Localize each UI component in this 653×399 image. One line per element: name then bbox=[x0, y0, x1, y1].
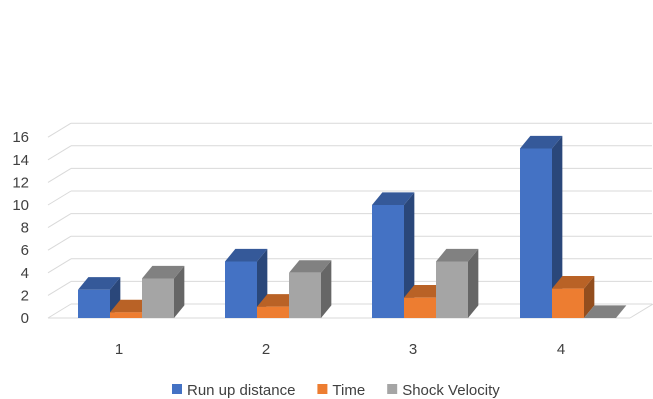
gridline-side-14 bbox=[47, 145, 72, 161]
bar-run-up-distance-3 bbox=[372, 192, 415, 318]
bar-top bbox=[257, 294, 300, 307]
bar-top bbox=[78, 277, 121, 290]
bar-time-4 bbox=[552, 276, 595, 318]
bar-top bbox=[552, 276, 595, 289]
bar-front bbox=[289, 272, 321, 318]
bar-run-up-distance-4 bbox=[520, 135, 563, 318]
bar-front bbox=[110, 312, 142, 318]
bar-front bbox=[142, 278, 174, 318]
bar-top bbox=[225, 248, 268, 262]
x-tick-label: 2 bbox=[262, 341, 270, 358]
legend: Run up distance Time Shock Velocity bbox=[172, 382, 500, 399]
y-tick-label: 10 bbox=[12, 197, 29, 214]
gridline-side-12 bbox=[47, 167, 72, 183]
bar-top bbox=[584, 305, 627, 318]
bar-front bbox=[436, 261, 468, 318]
bar-front bbox=[552, 288, 584, 318]
bar-shock-velocity-4 bbox=[584, 305, 627, 318]
bar-side bbox=[404, 192, 415, 318]
y-tick-label: 4 bbox=[21, 265, 29, 282]
legend-label: Time bbox=[332, 382, 365, 399]
gridline-side-16 bbox=[47, 122, 72, 138]
legend-label: Shock Velocity bbox=[402, 382, 500, 399]
x-tick-label: 1 bbox=[115, 341, 123, 358]
bar-top bbox=[436, 248, 479, 262]
gridline-side-0 bbox=[47, 303, 72, 319]
bar-top bbox=[404, 285, 447, 298]
bar-shock-velocity-3 bbox=[436, 248, 479, 318]
bars bbox=[78, 135, 627, 318]
bar-front bbox=[257, 306, 289, 318]
bar-top bbox=[520, 135, 563, 149]
bar-run-up-distance-2 bbox=[225, 248, 268, 318]
bar-top bbox=[372, 192, 415, 205]
bar-front bbox=[225, 261, 257, 318]
y-tick-label: 14 bbox=[12, 152, 29, 169]
bar-front bbox=[520, 148, 552, 318]
bar-shock-velocity-1 bbox=[142, 265, 185, 318]
bar-side bbox=[321, 260, 332, 318]
floor-right-edge bbox=[629, 303, 653, 319]
gridline-side-10 bbox=[47, 190, 72, 206]
bar-side bbox=[174, 265, 185, 318]
bar-front bbox=[78, 289, 110, 318]
y-tick-label: 12 bbox=[12, 174, 29, 191]
bar-front bbox=[404, 297, 436, 318]
y-tick-label: 8 bbox=[21, 220, 29, 237]
bar-side bbox=[552, 135, 563, 318]
gridline-side-8 bbox=[47, 213, 72, 229]
bar-front bbox=[372, 205, 404, 318]
gridline-side-2 bbox=[47, 280, 72, 296]
legend-label: Run up distance bbox=[187, 382, 295, 399]
legend-swatch bbox=[387, 384, 398, 394]
gridline-side-6 bbox=[47, 235, 72, 251]
y-tick-label: 6 bbox=[21, 242, 29, 259]
bar-top bbox=[289, 260, 332, 273]
legend-swatch bbox=[317, 384, 328, 394]
bar-top bbox=[110, 299, 153, 313]
gridline-side-4 bbox=[47, 258, 72, 274]
bar-side bbox=[468, 248, 479, 318]
y-axis-ticks: 0 2 4 6 8 10 12 14 16 bbox=[12, 129, 29, 327]
bar-side bbox=[584, 276, 595, 318]
bar-top bbox=[142, 265, 185, 279]
y-tick-label: 2 bbox=[21, 287, 29, 304]
y-tick-label: 16 bbox=[12, 129, 29, 146]
x-tick-label: 3 bbox=[409, 341, 417, 358]
legend-swatch bbox=[172, 384, 182, 394]
x-tick-label: 4 bbox=[557, 341, 565, 358]
y-tick-label: 0 bbox=[21, 310, 29, 327]
x-axis-ticks: 1 2 3 4 bbox=[115, 341, 565, 358]
bar-shock-velocity-2 bbox=[289, 260, 332, 318]
